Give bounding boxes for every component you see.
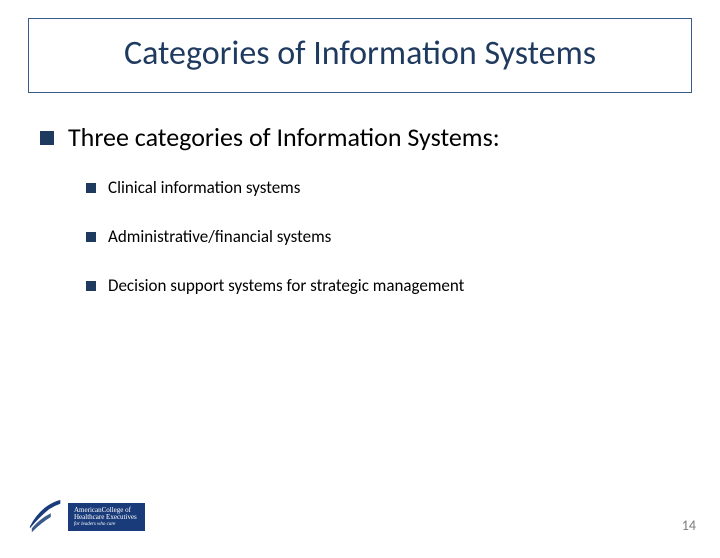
square-bullet-icon — [86, 281, 96, 291]
square-bullet-icon — [86, 183, 96, 193]
logo-swoosh-icon — [28, 498, 66, 536]
list-item: Clinical information systems — [86, 177, 680, 198]
list-item: Administrative/financial systems — [86, 226, 680, 247]
logo-text-block: AmericanCollege of Healthcare Executives… — [68, 503, 145, 531]
main-bullet-row: Three categories of Information Systems: — [40, 121, 680, 153]
sub-bullet-text: Clinical information systems — [108, 177, 300, 198]
square-bullet-icon — [40, 131, 54, 145]
logo-tagline: for leaders who care — [74, 522, 137, 527]
main-bullet-text: Three categories of Information Systems: — [68, 121, 500, 153]
page-number: 14 — [682, 517, 696, 534]
sub-bullet-text: Administrative/financial systems — [108, 226, 331, 247]
list-item: Decision support systems for strategic m… — [86, 275, 680, 296]
content-area: Three categories of Information Systems:… — [40, 121, 680, 296]
footer-logo: AmericanCollege of Healthcare Executives… — [28, 498, 145, 536]
square-bullet-icon — [86, 232, 96, 242]
logo-line2: Healthcare Executives — [74, 514, 137, 521]
slide-title: Categories of Information Systems — [49, 33, 671, 74]
sub-bullet-text: Decision support systems for strategic m… — [108, 275, 464, 296]
sub-bullet-list: Clinical information systems Administrat… — [86, 177, 680, 296]
title-container: Categories of Information Systems — [28, 18, 692, 93]
